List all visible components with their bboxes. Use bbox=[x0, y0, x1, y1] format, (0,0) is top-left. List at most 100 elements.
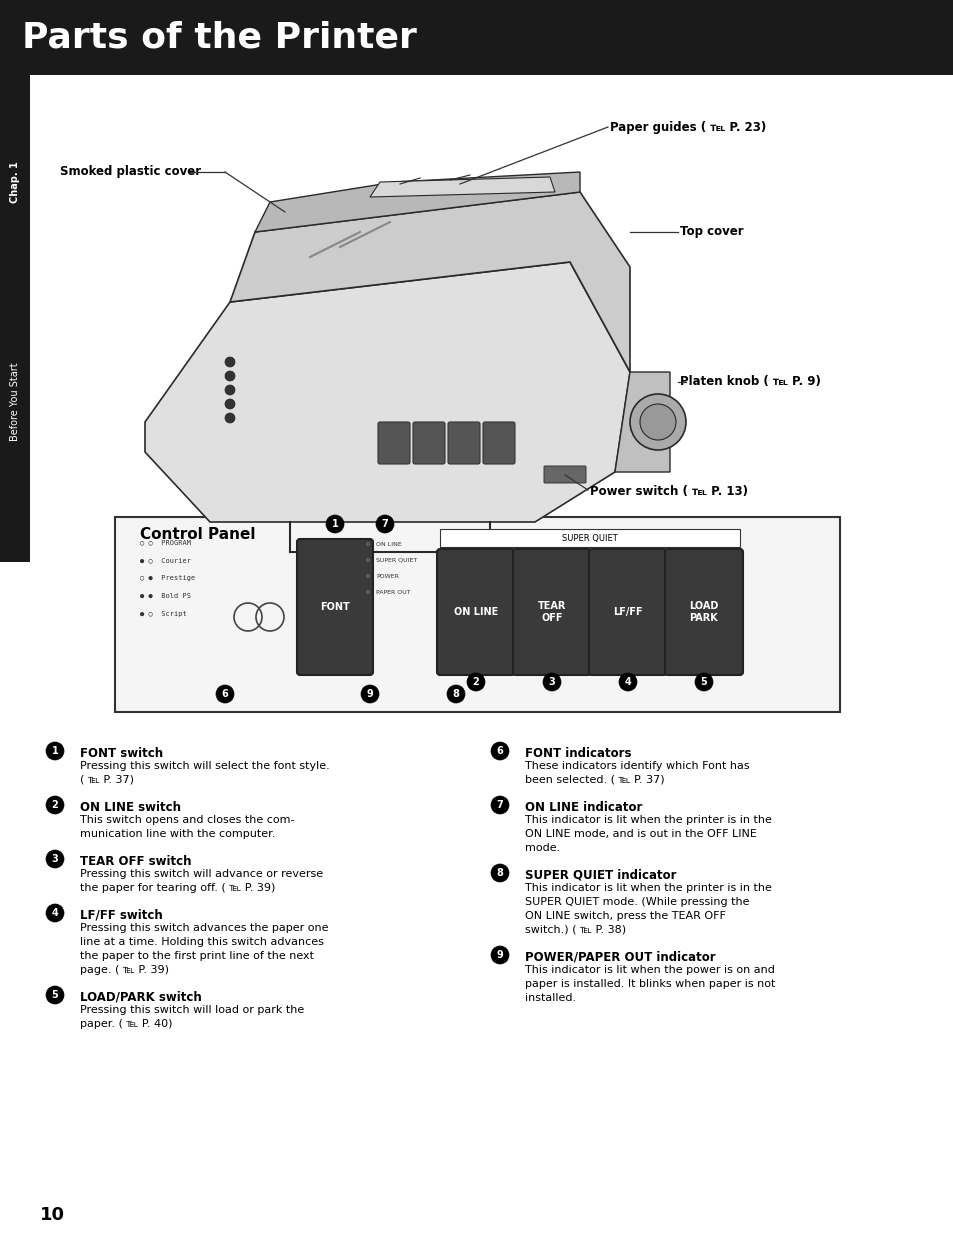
Text: PAPER OUT: PAPER OUT bbox=[375, 590, 410, 595]
Text: Before You Start: Before You Start bbox=[10, 363, 20, 441]
Text: paper is installed. It blinks when paper is not: paper is installed. It blinks when paper… bbox=[524, 979, 775, 989]
FancyBboxPatch shape bbox=[513, 549, 590, 674]
Text: Chap. 1: Chap. 1 bbox=[10, 161, 20, 202]
Circle shape bbox=[46, 741, 64, 760]
Circle shape bbox=[225, 371, 234, 381]
Circle shape bbox=[639, 404, 676, 440]
Text: 4: 4 bbox=[51, 908, 58, 918]
Text: 3: 3 bbox=[548, 677, 555, 687]
Text: 2: 2 bbox=[472, 677, 478, 687]
Circle shape bbox=[491, 741, 509, 760]
Polygon shape bbox=[230, 193, 629, 373]
Text: 2: 2 bbox=[51, 800, 58, 810]
Text: LOAD
PARK: LOAD PARK bbox=[689, 601, 718, 622]
Text: SUPER QUIET mode. (While pressing the: SUPER QUIET mode. (While pressing the bbox=[524, 897, 749, 907]
Text: line at a time. Holding this switch advances: line at a time. Holding this switch adva… bbox=[80, 936, 323, 946]
Text: Pressing this switch will load or park the: Pressing this switch will load or park t… bbox=[80, 1005, 304, 1015]
Text: SUPER QUIET: SUPER QUIET bbox=[561, 534, 618, 543]
FancyBboxPatch shape bbox=[543, 466, 585, 483]
Circle shape bbox=[365, 556, 371, 563]
Text: 5: 5 bbox=[700, 677, 706, 687]
Text: ● ○  Script: ● ○ Script bbox=[140, 611, 187, 617]
Text: ON LINE indicator: ON LINE indicator bbox=[524, 801, 641, 814]
Text: 8: 8 bbox=[452, 689, 459, 699]
Text: ( ℡ P. 37): ( ℡ P. 37) bbox=[80, 775, 133, 785]
Circle shape bbox=[618, 673, 637, 691]
Circle shape bbox=[225, 385, 234, 395]
FancyBboxPatch shape bbox=[377, 422, 410, 465]
Text: TEAR
OFF: TEAR OFF bbox=[537, 601, 565, 622]
Circle shape bbox=[215, 686, 233, 703]
Text: switch.) ( ℡ P. 38): switch.) ( ℡ P. 38) bbox=[524, 925, 625, 935]
Text: 6: 6 bbox=[221, 689, 228, 699]
Text: 7: 7 bbox=[381, 519, 388, 529]
Text: ON LINE: ON LINE bbox=[454, 607, 497, 617]
Bar bbox=[0, 75, 30, 561]
Text: ON LINE mode, and is out in the OFF LINE: ON LINE mode, and is out in the OFF LINE bbox=[524, 828, 756, 840]
Text: TEAR OFF switch: TEAR OFF switch bbox=[80, 854, 192, 868]
Text: FONT: FONT bbox=[320, 602, 350, 612]
Circle shape bbox=[629, 394, 685, 450]
Text: Paper guides ( ℡ P. 23): Paper guides ( ℡ P. 23) bbox=[609, 120, 765, 133]
Text: been selected. ( ℡ P. 37): been selected. ( ℡ P. 37) bbox=[524, 775, 664, 785]
Text: ● ●  Bold PS: ● ● Bold PS bbox=[140, 592, 191, 599]
FancyBboxPatch shape bbox=[482, 422, 515, 465]
Text: Pressing this switch will select the font style.: Pressing this switch will select the fon… bbox=[80, 761, 330, 771]
Text: Pressing this switch advances the paper one: Pressing this switch advances the paper … bbox=[80, 923, 328, 933]
Circle shape bbox=[365, 589, 371, 595]
FancyBboxPatch shape bbox=[448, 422, 479, 465]
Circle shape bbox=[491, 946, 509, 964]
Circle shape bbox=[467, 673, 484, 691]
Text: Control Panel: Control Panel bbox=[140, 527, 255, 542]
FancyBboxPatch shape bbox=[664, 549, 742, 674]
Text: ● ○  Courier: ● ○ Courier bbox=[140, 556, 191, 563]
Text: munication line with the computer.: munication line with the computer. bbox=[80, 828, 275, 840]
Circle shape bbox=[46, 796, 64, 814]
Text: mode.: mode. bbox=[524, 843, 559, 853]
Circle shape bbox=[365, 542, 371, 546]
Circle shape bbox=[447, 686, 464, 703]
Text: Parts of the Printer: Parts of the Printer bbox=[22, 21, 416, 55]
Text: ON LINE switch: ON LINE switch bbox=[80, 801, 181, 814]
Text: ON LINE switch, press the TEAR OFF: ON LINE switch, press the TEAR OFF bbox=[524, 910, 725, 922]
Text: SUPER QUIET indicator: SUPER QUIET indicator bbox=[524, 869, 676, 882]
Text: 6: 6 bbox=[497, 746, 503, 756]
Circle shape bbox=[365, 573, 371, 579]
Text: LF/FF switch: LF/FF switch bbox=[80, 909, 163, 922]
Circle shape bbox=[695, 673, 712, 691]
Text: 8: 8 bbox=[497, 868, 503, 878]
Circle shape bbox=[225, 356, 234, 366]
Polygon shape bbox=[370, 178, 555, 197]
Text: the paper for tearing off. ( ℡ P. 39): the paper for tearing off. ( ℡ P. 39) bbox=[80, 883, 275, 893]
Text: Smoked plastic cover: Smoked plastic cover bbox=[60, 165, 201, 179]
Text: Platen knob ( ℡ P. 9): Platen knob ( ℡ P. 9) bbox=[679, 375, 820, 389]
Text: Pressing this switch will advance or reverse: Pressing this switch will advance or rev… bbox=[80, 869, 323, 879]
Text: 7: 7 bbox=[497, 800, 503, 810]
Text: page. ( ℡ P. 39): page. ( ℡ P. 39) bbox=[80, 965, 169, 975]
Text: ON LINE: ON LINE bbox=[375, 542, 401, 546]
Bar bbox=[439, 529, 740, 546]
Text: These indicators identify which Font has: These indicators identify which Font has bbox=[524, 761, 749, 771]
Circle shape bbox=[375, 515, 394, 533]
FancyBboxPatch shape bbox=[413, 422, 444, 465]
Text: 3: 3 bbox=[51, 854, 58, 864]
Circle shape bbox=[46, 904, 64, 922]
Text: This indicator is lit when the printer is in the: This indicator is lit when the printer i… bbox=[524, 883, 771, 893]
Text: the paper to the first print line of the next: the paper to the first print line of the… bbox=[80, 951, 314, 961]
Circle shape bbox=[46, 850, 64, 868]
Text: installed.: installed. bbox=[524, 994, 576, 1004]
FancyBboxPatch shape bbox=[588, 549, 666, 674]
Bar bbox=[115, 517, 840, 712]
Text: POWER/PAPER OUT indicator: POWER/PAPER OUT indicator bbox=[524, 951, 715, 964]
Text: Top cover: Top cover bbox=[679, 226, 742, 238]
Text: This switch opens and closes the com-: This switch opens and closes the com- bbox=[80, 815, 294, 825]
Text: This indicator is lit when the power is on and: This indicator is lit when the power is … bbox=[524, 965, 774, 975]
Text: This indicator is lit when the printer is in the: This indicator is lit when the printer i… bbox=[524, 815, 771, 825]
Circle shape bbox=[491, 796, 509, 814]
Polygon shape bbox=[254, 171, 579, 232]
Circle shape bbox=[225, 414, 234, 424]
Text: ○ ●  Prestige: ○ ● Prestige bbox=[140, 575, 195, 581]
Text: FONT switch: FONT switch bbox=[80, 746, 163, 760]
Text: LOAD/PARK switch: LOAD/PARK switch bbox=[80, 991, 201, 1004]
FancyBboxPatch shape bbox=[436, 549, 515, 674]
